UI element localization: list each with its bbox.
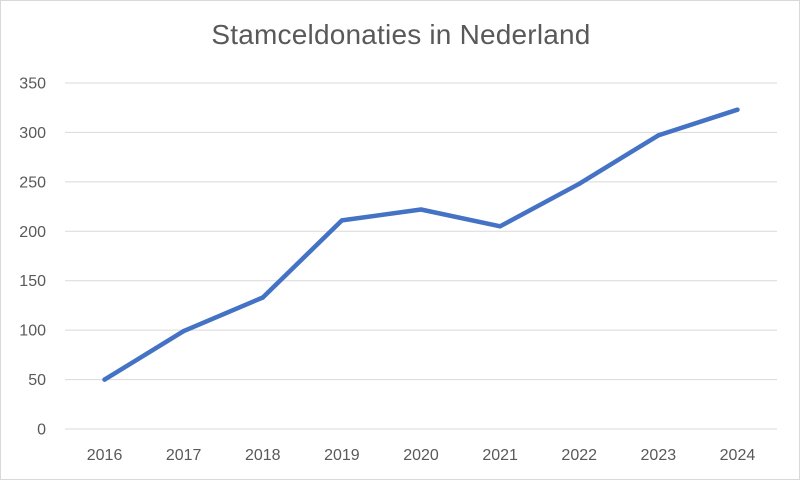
- y-tick-label: 350: [19, 76, 46, 93]
- data-point-2023: [656, 133, 661, 138]
- y-axis-tick-labels: 0 50 100 150 200 250 300 350: [19, 76, 46, 439]
- x-tick-label: 2024: [720, 447, 756, 464]
- chart-title: Stamceldonaties in Nederland: [211, 19, 591, 50]
- x-tick-label: 2022: [561, 447, 597, 464]
- x-tick-label: 2021: [482, 447, 518, 464]
- data-point-2021: [497, 224, 503, 229]
- y-tick-label: 150: [19, 273, 46, 290]
- data-point-2024: [735, 107, 740, 112]
- x-axis-tick-labels: 2016 2017 2018 2019 2020 2021 2022 2023 2024: [87, 447, 756, 464]
- x-tick-label: 2018: [245, 447, 281, 464]
- y-tick-label: 50: [28, 372, 46, 389]
- series-layer: [102, 107, 740, 382]
- series-line: [102, 107, 740, 382]
- data-point-2018: [260, 295, 265, 300]
- x-tick-label: 2016: [87, 447, 123, 464]
- x-tick-label: 2023: [641, 447, 677, 464]
- y-tick-label: 300: [19, 125, 46, 142]
- data-point-2017: [181, 328, 186, 334]
- data-point-2022: [577, 181, 582, 187]
- x-tick-label: 2017: [166, 447, 202, 464]
- y-tick-label: 200: [19, 224, 46, 241]
- gridlines: [65, 82, 777, 430]
- data-point-2020: [418, 207, 424, 212]
- y-tick-label: 0: [37, 422, 46, 439]
- data-point-2019: [339, 218, 345, 223]
- x-tick-label: 2020: [403, 447, 439, 464]
- y-tick-label: 250: [19, 174, 46, 191]
- y-tick-label: 100: [19, 323, 46, 340]
- data-point-2016: [102, 377, 107, 382]
- x-tick-label: 2019: [324, 447, 360, 464]
